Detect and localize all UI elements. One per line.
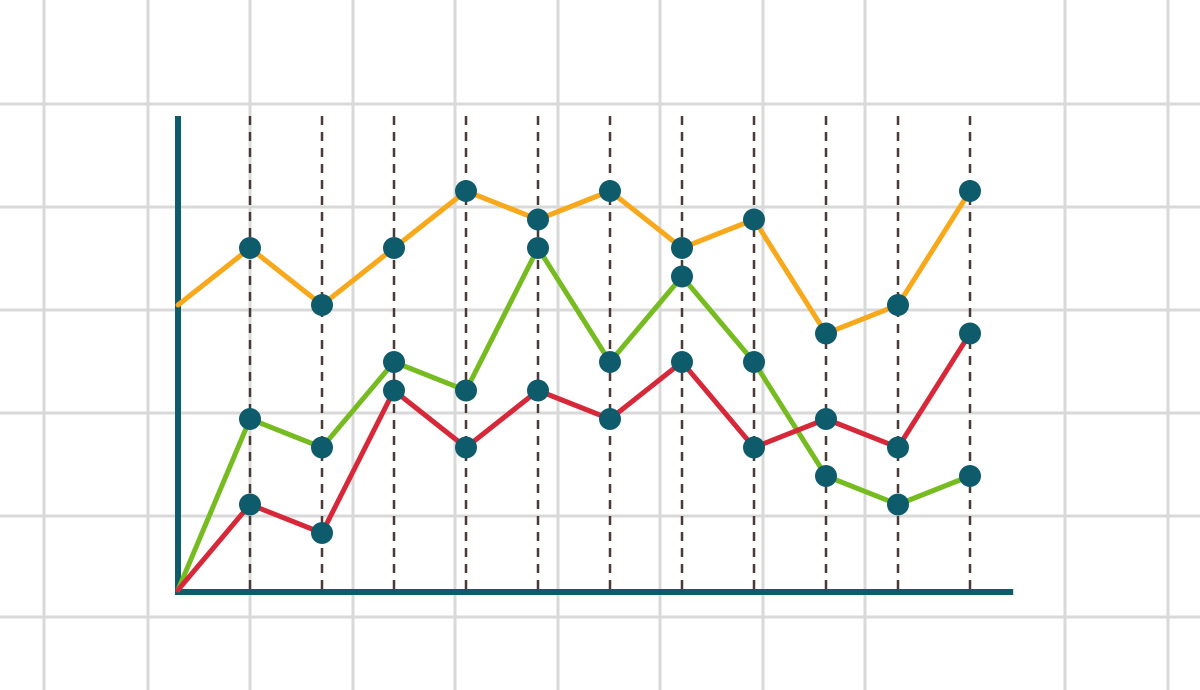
data-point-series-2: [311, 436, 333, 459]
data-point-series-2: [527, 237, 549, 259]
data-point-series-1: [527, 208, 549, 231]
data-point-series-2: [383, 351, 405, 373]
data-point-series-3: [455, 436, 477, 459]
axes: [175, 116, 1014, 595]
data-point-series-2: [671, 265, 693, 288]
data-point-series-2: [815, 465, 837, 487]
series-lines: [175, 188, 973, 593]
data-point-series-1: [599, 180, 621, 202]
series-line-1: [175, 188, 973, 336]
data-point-series-3: [743, 436, 765, 459]
data-point-series-1: [239, 237, 261, 259]
data-point-series-1: [743, 208, 765, 231]
data-point-series-3: [671, 351, 693, 373]
data-point-series-1: [455, 180, 477, 202]
data-point-series-3: [599, 408, 621, 430]
data-point-series-3: [887, 436, 909, 459]
series-line-3: [175, 331, 973, 593]
data-point-series-2: [239, 408, 261, 430]
data-point-series-3: [383, 379, 405, 402]
data-point-series-3: [311, 522, 333, 544]
data-point-series-1: [887, 294, 909, 316]
data-point-series-2: [599, 351, 621, 373]
series-line-2: [175, 245, 973, 593]
data-point-series-1: [815, 322, 837, 345]
data-point-series-1: [311, 294, 333, 316]
data-point-series-2: [743, 351, 765, 373]
data-point-series-3: [815, 408, 837, 430]
data-point-series-2: [959, 465, 981, 487]
data-point-series-1: [959, 180, 981, 202]
data-point-series-3: [527, 379, 549, 402]
series-markers: [239, 180, 981, 544]
data-point-series-3: [959, 322, 981, 345]
data-point-series-1: [383, 237, 405, 259]
data-point-series-1: [671, 237, 693, 259]
data-point-series-3: [239, 493, 261, 516]
data-point-series-2: [455, 379, 477, 402]
data-point-series-2: [887, 493, 909, 516]
